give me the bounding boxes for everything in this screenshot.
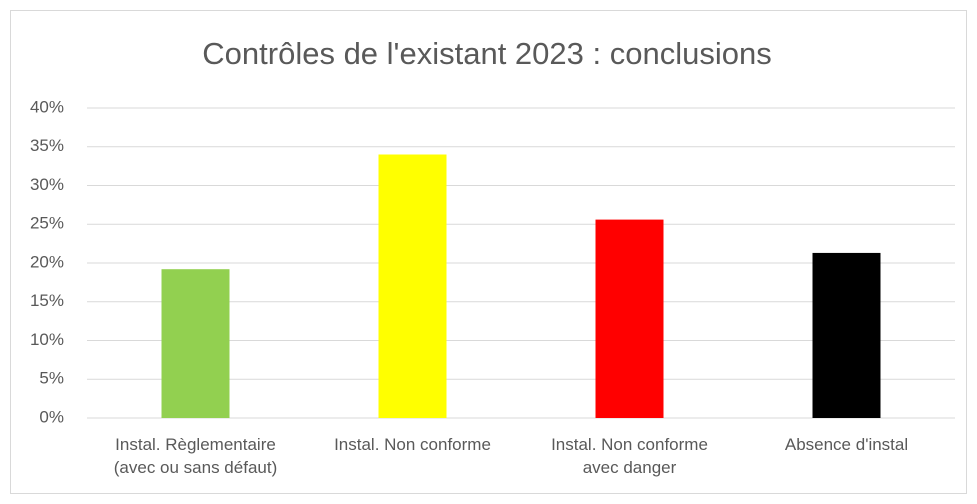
x-tick-label: Instal. Non conforme xyxy=(334,435,491,454)
y-tick-label: 5% xyxy=(39,369,64,388)
y-tick-label: 10% xyxy=(30,330,64,349)
x-tick-label: Instal. Règlementaire (avec ou sans défa… xyxy=(113,435,278,477)
x-tick-label: Absence d'instal xyxy=(784,435,909,454)
x-tick-label: Instal. Non conforme avec danger xyxy=(551,435,708,477)
chart-border xyxy=(10,10,967,494)
bar xyxy=(161,269,230,418)
y-tick-label: 40% xyxy=(30,97,64,116)
y-tick-label: 15% xyxy=(30,291,64,310)
y-tick-label: 35% xyxy=(30,136,64,155)
bar xyxy=(378,154,447,418)
bar xyxy=(595,219,664,418)
y-tick-label: 25% xyxy=(30,214,64,233)
y-tick-label: 0% xyxy=(39,407,64,426)
y-tick-label: 30% xyxy=(30,175,64,194)
bar xyxy=(812,252,881,418)
chart-title: Contrôles de l'existant 2023 : conclusio… xyxy=(202,36,771,71)
y-tick-label: 20% xyxy=(30,252,64,271)
